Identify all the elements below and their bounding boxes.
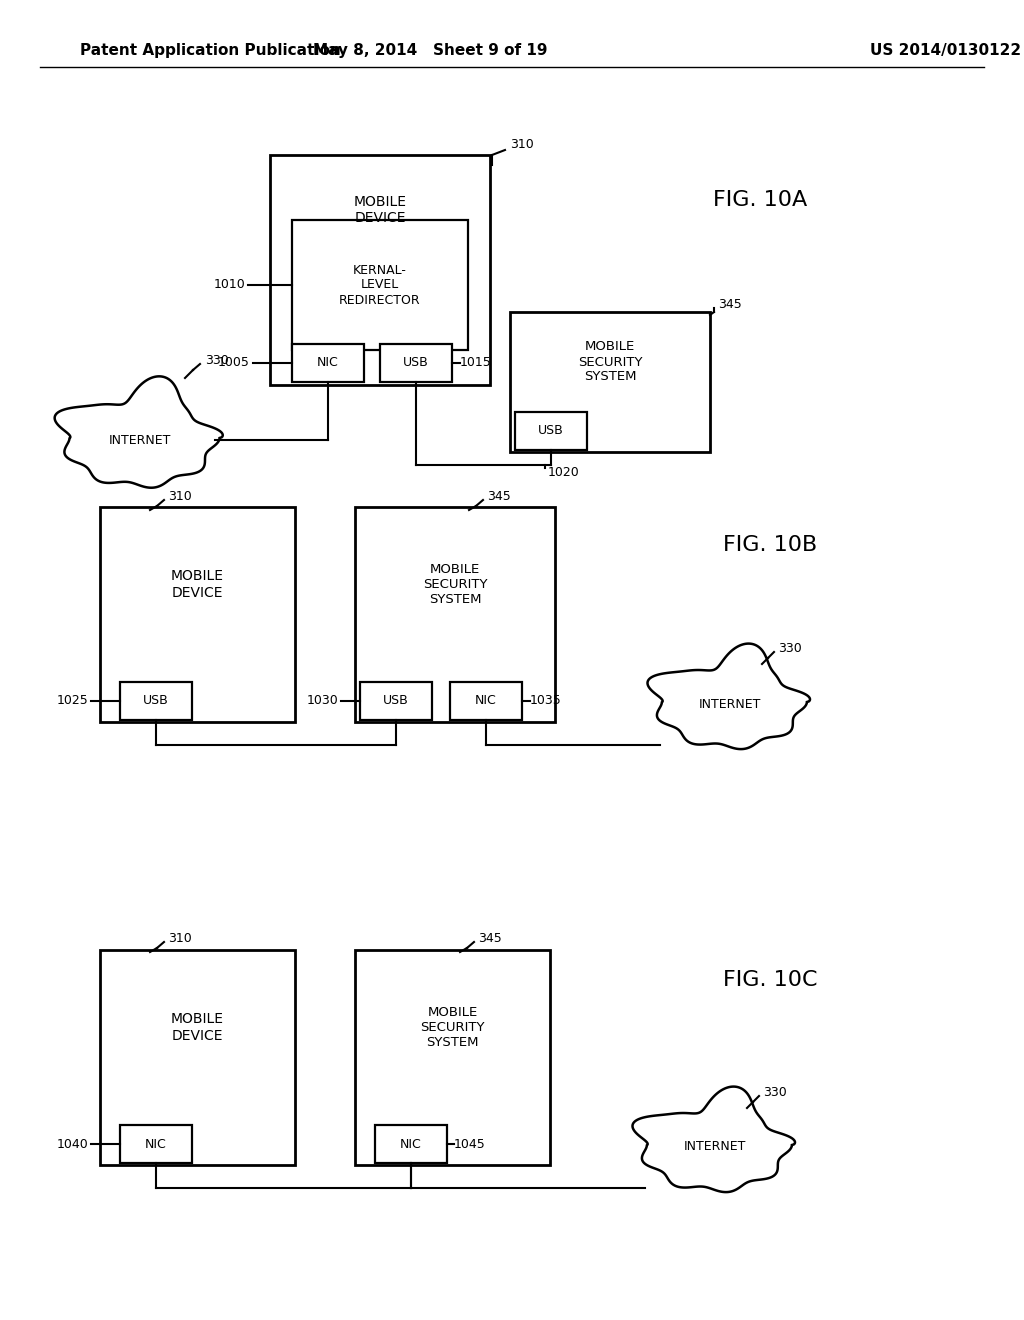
Text: 1035: 1035 bbox=[530, 694, 562, 708]
Text: 310: 310 bbox=[168, 932, 191, 945]
Polygon shape bbox=[515, 412, 587, 450]
Polygon shape bbox=[375, 1125, 447, 1163]
Polygon shape bbox=[100, 507, 295, 722]
Text: 1040: 1040 bbox=[56, 1138, 88, 1151]
Text: 345: 345 bbox=[487, 490, 511, 503]
PathPatch shape bbox=[633, 1086, 795, 1192]
Polygon shape bbox=[100, 950, 295, 1166]
Text: MOBILE
SECURITY
SYSTEM: MOBILE SECURITY SYSTEM bbox=[578, 341, 642, 384]
Polygon shape bbox=[120, 682, 193, 719]
Text: 330: 330 bbox=[778, 642, 802, 655]
Text: NIC: NIC bbox=[145, 1138, 167, 1151]
Text: 310: 310 bbox=[168, 490, 191, 503]
Text: 345: 345 bbox=[478, 932, 502, 945]
Text: 345: 345 bbox=[718, 298, 741, 312]
Text: 1020: 1020 bbox=[548, 466, 580, 479]
Polygon shape bbox=[450, 682, 522, 719]
PathPatch shape bbox=[647, 644, 810, 750]
Polygon shape bbox=[292, 220, 468, 350]
Polygon shape bbox=[380, 345, 452, 381]
Text: FIG. 10C: FIG. 10C bbox=[723, 970, 817, 990]
Text: FIG. 10A: FIG. 10A bbox=[713, 190, 807, 210]
Polygon shape bbox=[510, 312, 710, 451]
PathPatch shape bbox=[54, 376, 223, 487]
Text: NIC: NIC bbox=[400, 1138, 422, 1151]
Text: USB: USB bbox=[383, 694, 409, 708]
Text: 1045: 1045 bbox=[454, 1138, 485, 1151]
Text: US 2014/0130122 A1: US 2014/0130122 A1 bbox=[870, 42, 1024, 58]
Text: NIC: NIC bbox=[475, 694, 497, 708]
Polygon shape bbox=[355, 950, 550, 1166]
Text: 1015: 1015 bbox=[460, 356, 492, 370]
Text: USB: USB bbox=[143, 694, 169, 708]
Text: MOBILE
SECURITY
SYSTEM: MOBILE SECURITY SYSTEM bbox=[423, 564, 487, 606]
Text: NIC: NIC bbox=[317, 356, 339, 370]
Text: 1010: 1010 bbox=[213, 279, 245, 292]
Text: USB: USB bbox=[403, 356, 429, 370]
Polygon shape bbox=[292, 345, 364, 381]
Text: FIG. 10B: FIG. 10B bbox=[723, 535, 817, 554]
Text: INTERNET: INTERNET bbox=[684, 1140, 746, 1154]
Text: INTERNET: INTERNET bbox=[109, 433, 171, 446]
Polygon shape bbox=[360, 682, 432, 719]
Text: 1005: 1005 bbox=[218, 356, 250, 370]
Text: 330: 330 bbox=[763, 1085, 786, 1098]
Text: INTERNET: INTERNET bbox=[698, 697, 761, 710]
Text: MOBILE
DEVICE: MOBILE DEVICE bbox=[171, 569, 224, 599]
Text: 330: 330 bbox=[205, 354, 228, 367]
Text: USB: USB bbox=[539, 425, 564, 437]
Text: 310: 310 bbox=[510, 139, 534, 152]
Text: 1030: 1030 bbox=[306, 694, 338, 708]
Polygon shape bbox=[355, 507, 555, 722]
Polygon shape bbox=[270, 154, 490, 385]
Text: KERNAL-
LEVEL
REDIRECTOR: KERNAL- LEVEL REDIRECTOR bbox=[339, 264, 421, 306]
Text: MOBILE
DEVICE: MOBILE DEVICE bbox=[353, 195, 407, 226]
Text: Patent Application Publication: Patent Application Publication bbox=[80, 42, 341, 58]
Text: MOBILE
DEVICE: MOBILE DEVICE bbox=[171, 1012, 224, 1043]
Text: MOBILE
SECURITY
SYSTEM: MOBILE SECURITY SYSTEM bbox=[420, 1006, 484, 1049]
Text: 1025: 1025 bbox=[56, 694, 88, 708]
Polygon shape bbox=[120, 1125, 193, 1163]
Text: May 8, 2014   Sheet 9 of 19: May 8, 2014 Sheet 9 of 19 bbox=[312, 42, 547, 58]
